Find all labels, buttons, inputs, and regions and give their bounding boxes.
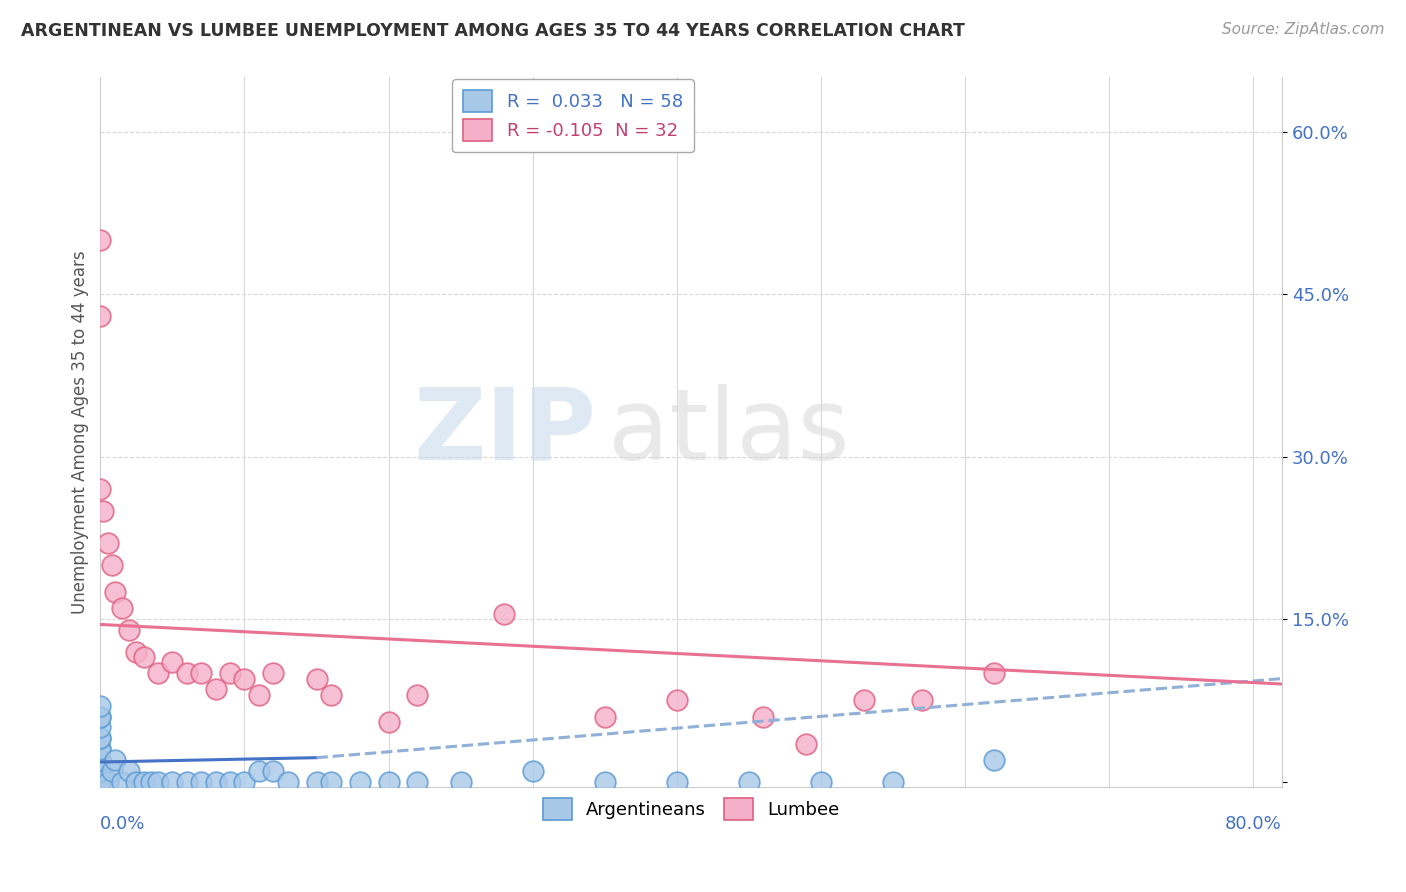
Text: ARGENTINEAN VS LUMBEE UNEMPLOYMENT AMONG AGES 35 TO 44 YEARS CORRELATION CHART: ARGENTINEAN VS LUMBEE UNEMPLOYMENT AMONG… [21,22,965,40]
Point [190,666,212,681]
Point [219,666,242,681]
Point [522,764,544,778]
Point [406,688,429,702]
Point [262,666,284,681]
Point [89,774,111,789]
Point [125,774,148,789]
Point [247,688,270,702]
Point [89,309,111,323]
Point [146,774,169,789]
Point [89,753,111,767]
Point [277,774,299,789]
Point [204,774,226,789]
Point [89,753,111,767]
Point [101,558,124,572]
Point [349,774,371,789]
Point [162,774,184,789]
Point [665,693,688,707]
Point [89,742,111,756]
Point [89,709,111,723]
Point [319,688,342,702]
Point [882,774,904,789]
Point [89,764,111,778]
Point [89,764,111,778]
Point [853,693,876,707]
Point [89,774,111,789]
Point [89,774,111,789]
Point [204,682,226,697]
Point [262,764,284,778]
Point [911,693,934,707]
Point [132,649,155,664]
Point [176,666,198,681]
Point [89,774,111,789]
Text: ZIP: ZIP [413,384,596,481]
Point [593,774,616,789]
Point [810,774,832,789]
Point [752,709,775,723]
Point [89,233,111,247]
Point [319,774,342,789]
Point [104,753,127,767]
Point [146,666,169,681]
Point [305,774,328,789]
Point [89,482,111,496]
Point [89,774,111,789]
Point [89,731,111,746]
Point [738,774,761,789]
Point [89,731,111,746]
Point [111,774,134,789]
Point [118,623,141,637]
Point [101,764,124,778]
Point [89,698,111,713]
Point [89,774,111,789]
Point [89,774,111,789]
Point [190,774,212,789]
Point [89,720,111,734]
Point [305,672,328,686]
Text: 0.0%: 0.0% [100,815,146,833]
Point [132,774,155,789]
Point [89,774,111,789]
Point [104,585,127,599]
Text: atlas: atlas [609,384,851,481]
Point [139,774,162,789]
Point [233,774,256,789]
Point [89,774,111,789]
Point [125,644,148,658]
Point [983,666,1005,681]
Point [233,672,256,686]
Point [247,764,270,778]
Legend: Argentineans, Lumbee: Argentineans, Lumbee [536,791,846,828]
Point [593,709,616,723]
Point [89,774,111,789]
Point [219,774,242,789]
Point [89,774,111,789]
Point [162,656,184,670]
Point [796,737,818,751]
Point [91,504,114,518]
Point [377,774,399,789]
Point [492,607,515,621]
Point [118,764,141,778]
Point [983,753,1005,767]
Text: Source: ZipAtlas.com: Source: ZipAtlas.com [1222,22,1385,37]
Point [96,536,118,550]
Point [89,742,111,756]
Point [406,774,429,789]
Point [89,753,111,767]
Point [89,774,111,789]
Point [89,774,111,789]
Point [89,764,111,778]
Point [111,601,134,615]
Text: 80.0%: 80.0% [1225,815,1282,833]
Point [450,774,472,789]
Point [377,714,399,729]
Point [89,709,111,723]
Y-axis label: Unemployment Among Ages 35 to 44 years: Unemployment Among Ages 35 to 44 years [72,251,89,614]
Point [665,774,688,789]
Point [96,774,118,789]
Point [176,774,198,789]
